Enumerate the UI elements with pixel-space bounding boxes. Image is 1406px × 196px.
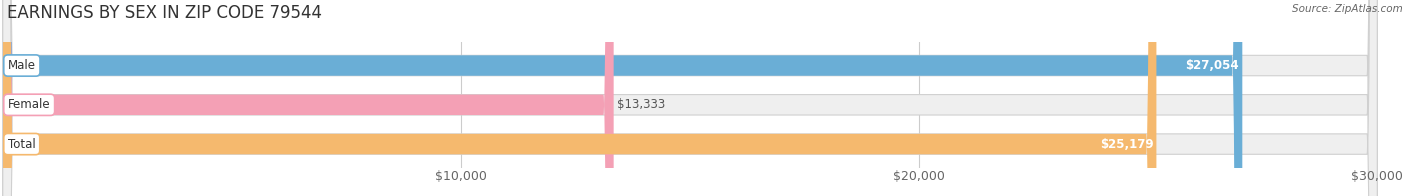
Text: $25,179: $25,179 <box>1099 138 1153 151</box>
FancyBboxPatch shape <box>3 0 1378 196</box>
FancyBboxPatch shape <box>3 0 613 196</box>
Text: Male: Male <box>8 59 37 72</box>
FancyBboxPatch shape <box>3 0 1378 196</box>
Text: $13,333: $13,333 <box>617 98 665 111</box>
Text: EARNINGS BY SEX IN ZIP CODE 79544: EARNINGS BY SEX IN ZIP CODE 79544 <box>7 4 322 22</box>
FancyBboxPatch shape <box>3 0 1378 196</box>
Text: Source: ZipAtlas.com: Source: ZipAtlas.com <box>1292 4 1403 14</box>
FancyBboxPatch shape <box>3 0 1243 196</box>
FancyBboxPatch shape <box>3 0 1156 196</box>
Text: $27,054: $27,054 <box>1185 59 1239 72</box>
Text: Total: Total <box>8 138 35 151</box>
Text: Female: Female <box>8 98 51 111</box>
